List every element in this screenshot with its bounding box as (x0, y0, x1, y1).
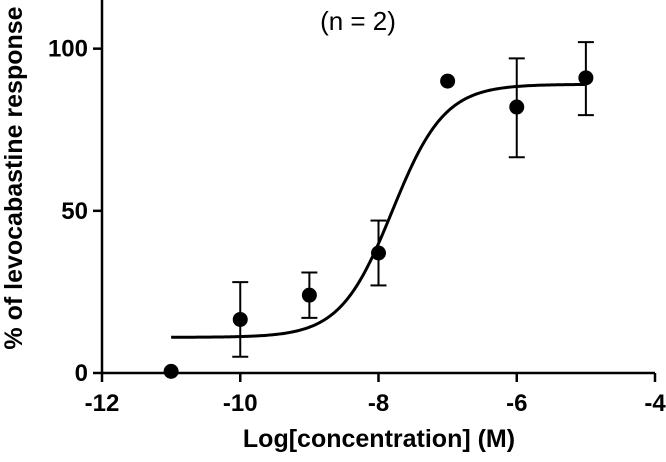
data-point (232, 311, 248, 327)
data-point (371, 245, 386, 261)
x-axis-title: Log[concentration] (M) (243, 425, 515, 453)
error-bars (232, 41, 594, 358)
y-tick-label: 100 (48, 36, 88, 63)
x-tick-label: -8 (368, 390, 389, 417)
fit-curve-layer (171, 82, 586, 339)
x-tick-label: -12 (85, 390, 120, 417)
x-tick-label: -4 (644, 390, 666, 417)
y-tick-label: 0 (75, 360, 88, 387)
data-point (578, 70, 594, 86)
chart-annotation: (n = 2) (320, 6, 396, 36)
fit-curve (171, 82, 586, 339)
data-point (163, 363, 179, 379)
x-tick-label: -10 (223, 390, 258, 417)
chart-labels: (n = 2) Log[concentration] (M) % of levo… (0, 6, 515, 453)
y-tick-label: 50 (61, 198, 88, 225)
x-tick-label: -6 (506, 390, 527, 417)
y-axis-title: % of levocabastine response (0, 6, 28, 349)
data-point (440, 73, 456, 89)
data-points (163, 70, 594, 379)
axes: -12 -10 -8 -6 -4 0 50 100 (48, 0, 666, 417)
data-point (509, 99, 525, 115)
data-point (301, 287, 317, 303)
